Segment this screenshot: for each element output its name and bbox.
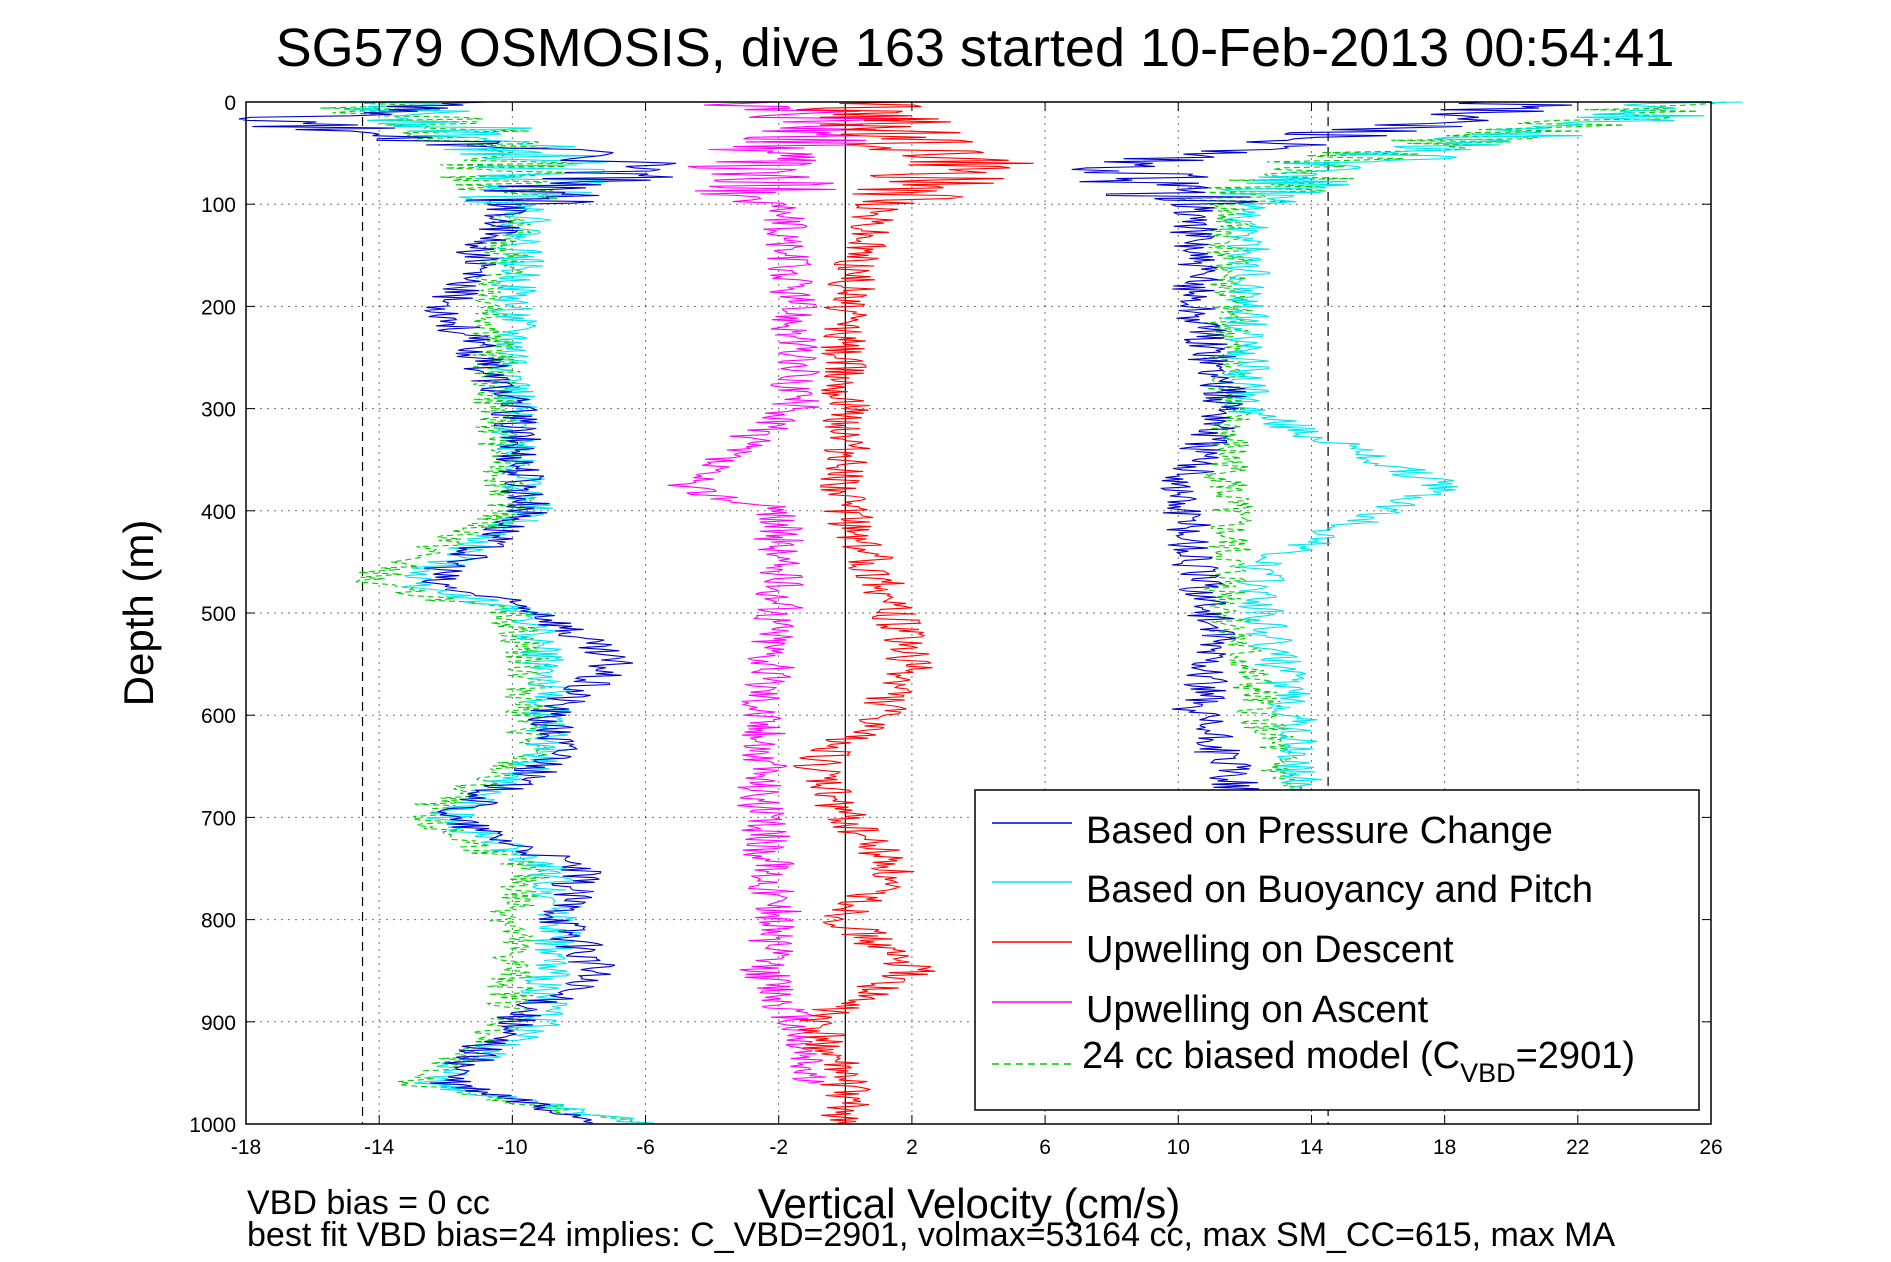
series-24-cc-biased-model-c-vbd-2901-descent <box>320 101 646 1124</box>
y-tick-label: 500 <box>201 603 236 626</box>
series-upwelling-on-ascent-ascent <box>668 101 898 1084</box>
data-series <box>238 101 1743 1124</box>
x-axis-label: Vertical Velocity (cm/s) <box>758 1180 1180 1227</box>
x-tick-label: 26 <box>1699 1136 1722 1159</box>
series-based-on-pressure-change-descent <box>238 101 677 1124</box>
y-axis-ticks: 0 100 200 300 400 500 600 700 800 900 1000 <box>189 92 1711 1137</box>
x-axis-ticks: -18 -14 -10 -6 -2 2 6 10 14 18 22 26 <box>231 102 1723 1159</box>
x-tick-label: 6 <box>1039 1136 1051 1159</box>
legend-label-biased-model: 24 cc biased model (CVBD=2901) <box>1082 1035 1635 1088</box>
x-tick-label: -6 <box>636 1136 655 1159</box>
legend-box <box>974 789 1700 1111</box>
series-24-cc-biased-model-c-vbd-2901-ascent <box>1176 101 1726 817</box>
legend-label-upwelling-descent: Upwelling on Descent <box>1086 929 1454 971</box>
series-based-on-buoyancy-and-pitch-ascent <box>1220 101 1743 817</box>
x-tick-label: -2 <box>769 1136 788 1159</box>
vbd-bias-note: VBD bias = 0 cc <box>247 1184 490 1222</box>
x-tick-label: 10 <box>1167 1136 1190 1159</box>
y-tick-label: 300 <box>201 399 236 422</box>
legend-model-prefix: 24 cc biased model (C <box>1082 1035 1460 1077</box>
y-tick-label: 700 <box>201 807 236 830</box>
y-tick-label: 100 <box>201 194 236 217</box>
legend-label-upwelling-ascent: Upwelling on Ascent <box>1086 989 1429 1031</box>
chart-title: SG579 OSMOSIS, dive 163 started 10-Feb-2… <box>276 18 1675 78</box>
y-tick-label: 800 <box>201 910 236 933</box>
x-tick-label: -14 <box>364 1136 395 1159</box>
x-tick-label: 2 <box>906 1136 918 1159</box>
x-tick-label: -10 <box>497 1136 527 1159</box>
y-tick-label: 0 <box>224 92 236 115</box>
y-tick-label: 200 <box>201 296 236 319</box>
x-tick-label: 14 <box>1300 1136 1324 1159</box>
legend-label-pressure: Based on Pressure Change <box>1086 810 1553 852</box>
best-fit-note: best fit VBD bias=24 implies: C_VBD=2901… <box>247 1216 1616 1254</box>
x-tick-label: -18 <box>231 1136 261 1159</box>
y-tick-label: 400 <box>201 501 236 524</box>
y-axis-label: Depth (m) <box>115 520 162 707</box>
legend-label-buoyancy: Based on Buoyancy and Pitch <box>1086 869 1593 911</box>
series-based-on-pressure-change-ascent <box>1071 101 1573 817</box>
reference-lines <box>361 102 1329 1124</box>
x-tick-label: 18 <box>1433 1136 1456 1159</box>
series-upwelling-on-descent-descent <box>792 101 1034 1124</box>
x-tick-label: 22 <box>1566 1136 1589 1159</box>
y-tick-label: 600 <box>201 705 236 728</box>
legend: Based on Pressure Change Based on Buoyan… <box>974 789 1700 1111</box>
y-tick-label: 900 <box>201 1012 236 1035</box>
legend-model-subscript: VBD <box>1460 1058 1516 1088</box>
y-tick-label: 1000 <box>189 1114 236 1137</box>
legend-model-suffix: =2901) <box>1516 1035 1635 1077</box>
